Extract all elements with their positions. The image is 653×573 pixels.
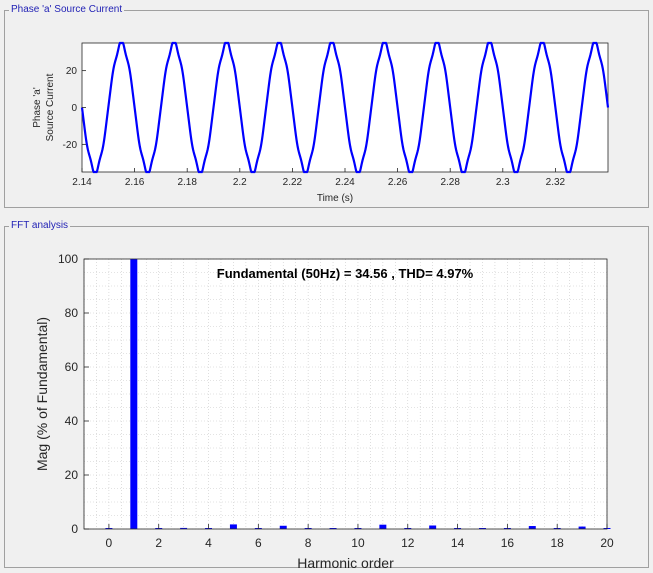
top-panel-title: Phase 'a' Source Current (9, 4, 125, 16)
x-tick-label-1: 2.14 (72, 177, 92, 188)
bar (229, 524, 237, 529)
bar (180, 527, 188, 529)
x-tick-label-2: 10 (351, 536, 365, 550)
x-tick-label-2: 4 (205, 536, 212, 550)
bar (279, 525, 287, 529)
bottom-panel: FFT analysis (4, 220, 649, 568)
x-tick-label-2: 0 (106, 536, 113, 550)
x-tick-label-2: 12 (401, 536, 415, 550)
plot-frame-2 (83, 258, 608, 530)
x-tick-label-1: 2.28 (440, 177, 460, 188)
bottom-panel-title: FFT analysis (9, 220, 71, 232)
y-tick-label-2: 60 (65, 360, 79, 374)
fft-annotation: Fundamental (50Hz) = 34.56 , THD= 4.97% (217, 266, 474, 281)
x-tick-label-2: 18 (551, 536, 565, 550)
x-axis-label-2: Harmonic order (297, 555, 394, 571)
bar (528, 526, 536, 529)
x-tick-label-1: 2.24 (335, 177, 355, 188)
y-tick-label-2: 100 (58, 252, 78, 266)
x-tick-label-2: 8 (305, 536, 312, 550)
bar (329, 528, 337, 529)
x-tick-label-1: 2.26 (388, 177, 408, 188)
bar (429, 525, 437, 529)
bar (379, 524, 387, 529)
x-tick-label-2: 16 (501, 536, 515, 550)
y-tick-label-2: 0 (71, 522, 78, 536)
x-axis-label-1: Time (s) (317, 193, 353, 204)
bar (578, 526, 586, 529)
y-tick-label-2: 80 (65, 306, 79, 320)
y-tick-label-1: 20 (66, 66, 78, 77)
top-panel: Phase 'a' Source Current (4, 4, 649, 208)
y-axis-label-1-line1: Phase 'a' (32, 87, 43, 128)
x-tick-label-1: 2.22 (283, 177, 303, 188)
x-tick-label-1: 2.3 (496, 177, 510, 188)
y-axis-label-2: Mag (% of Fundamental) (34, 317, 50, 471)
bar (130, 259, 138, 529)
y-tick-label-1: -20 (63, 140, 78, 151)
series-line-1 (80, 41, 610, 174)
x-tick-label-1: 2.32 (546, 177, 566, 188)
y-axis-label-1-line2: Source Current (45, 73, 56, 141)
x-tick-label-2: 6 (255, 536, 262, 550)
x-tick-label-2: 14 (451, 536, 465, 550)
x-tick-label-1: 2.18 (177, 177, 197, 188)
y-tick-label-1: 0 (71, 103, 77, 114)
bar (478, 528, 486, 529)
x-tick-label-1: 2.16 (125, 177, 145, 188)
x-tick-label-2: 2 (155, 536, 162, 550)
x-tick-label-2: 20 (600, 536, 614, 550)
x-tick-label-1: 2.2 (233, 177, 247, 188)
y-tick-label-2: 20 (65, 468, 79, 482)
y-tick-label-2: 40 (65, 414, 79, 428)
